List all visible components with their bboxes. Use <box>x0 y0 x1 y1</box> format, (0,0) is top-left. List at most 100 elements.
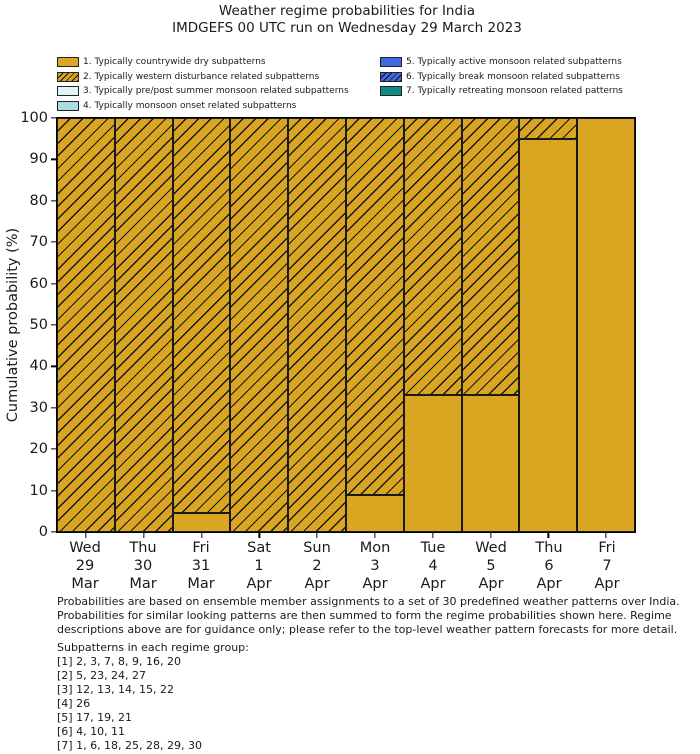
x-tick-label-day: Tue <box>420 540 446 556</box>
x-tick-label: Fri 7 Apr <box>594 539 619 593</box>
x-tick-label-day: Fri <box>598 540 616 556</box>
y-tick-mark <box>51 365 56 368</box>
x-tick-label-date: 2 <box>312 558 322 574</box>
chart-title: Weather regime probabilities for India <box>218 3 476 19</box>
x-tick-label-month: Apr <box>594 576 620 592</box>
plot-area: 0 10 20 30 40 50 60 70 80 90 100 <box>20 111 636 539</box>
x-tick-label: Wed 29 Mar <box>69 539 101 593</box>
legend-label: 2. Typically western disturbance related… <box>83 71 320 82</box>
bar-segment-regime-2 <box>403 118 462 396</box>
bar-thu-30 <box>114 118 173 532</box>
y-tick-label: 70 <box>29 233 48 250</box>
x-tick-label-month: Apr <box>304 576 330 592</box>
bar-segment-regime-1 <box>577 118 635 532</box>
x-tick-label-month: Apr <box>420 576 446 592</box>
legend-item: 1. Typically countrywide dry subpatterns <box>57 55 349 70</box>
subpatterns-list: [1] 2, 3, 7, 8, 9, 16, 20 [2] 5, 23, 24, … <box>57 655 249 753</box>
footer-note-line: Probabilities are based on ensemble memb… <box>57 595 680 608</box>
x-tick-mark <box>316 533 318 538</box>
y-tick-mark <box>51 241 56 243</box>
legend-swatch <box>57 57 79 68</box>
bar-segment-regime-2 <box>172 118 231 514</box>
x-tick-label-day: Sat <box>247 540 271 556</box>
bar-segment-regime-2 <box>114 118 173 532</box>
x-tick-mark <box>374 533 376 538</box>
x-tick-mark <box>432 533 434 538</box>
legend-label: 3. Typically pre/post summer monsoon rel… <box>83 86 349 97</box>
bar-segment-regime-1 <box>519 138 578 532</box>
legend-swatch <box>380 86 402 97</box>
x-tick-mark <box>258 533 260 538</box>
subpattern-line: [3] 12, 13, 14, 15, 22 <box>57 683 175 696</box>
y-tick-label: 40 <box>29 358 48 375</box>
legend-item: 3. Typically pre/post summer monsoon rel… <box>57 84 349 99</box>
bar-segment-regime-1 <box>346 494 404 532</box>
bar-segment-regime-1 <box>403 395 462 532</box>
legend-swatch <box>57 100 79 111</box>
x-tick-label-date: 31 <box>191 558 211 574</box>
legend-swatch <box>380 71 402 82</box>
bar-mon-3 <box>346 118 404 532</box>
x-tick-label-date: 5 <box>486 558 496 574</box>
x-tick-label-day: Sun <box>303 540 331 556</box>
footer-note-line: Probabilities for similar looking patter… <box>57 609 672 622</box>
bar-fri-31 <box>172 118 231 532</box>
legend-label: 4. Typically monsoon onset related subpa… <box>83 100 297 111</box>
legend-item: 5. Typically active monsoon related subp… <box>380 55 623 70</box>
subpattern-line: [1] 2, 3, 7, 8, 9, 16, 20 <box>57 655 182 668</box>
x-tick-label-day: Wed <box>69 540 101 556</box>
x-tick-label-date: 29 <box>75 558 95 574</box>
subpattern-line: [6] 4, 10, 11 <box>57 725 126 738</box>
subpattern-line: [5] 17, 19, 21 <box>57 711 133 724</box>
x-tick-label-date: 3 <box>370 558 380 574</box>
bar-thu-6 <box>519 118 578 532</box>
y-tick-mark <box>51 282 56 285</box>
legend-item: 2. Typically western disturbance related… <box>57 70 349 85</box>
y-tick-label: 100 <box>20 109 48 126</box>
y-tick-label: 90 <box>29 151 48 168</box>
x-tick-label: Mon 3 Apr <box>360 539 391 593</box>
subpattern-line: [2] 5, 23, 24, 27 <box>57 669 147 682</box>
legend-label: 1. Typically countrywide dry subpatterns <box>83 57 266 68</box>
legend-item: 6. Typically break monsoon related subpa… <box>380 70 623 85</box>
x-axis-labels: Wed 29 Mar Thu 30 Mar Fri 31 Mar Sat 1 Apr Sun 2 Apr Mo… <box>56 539 636 595</box>
legend-label: 7. Typically retreating monsoon related … <box>406 86 623 97</box>
y-tick-mark <box>51 324 56 326</box>
y-tick-label: 0 <box>38 523 48 540</box>
x-tick-label-month: Mar <box>129 576 157 592</box>
y-tick-mark <box>51 117 56 119</box>
x-tick-label-day: Wed <box>475 540 507 556</box>
bar-wed-5 <box>461 118 520 532</box>
bar-segment-regime-2 <box>461 118 520 396</box>
x-tick-label: Thu 6 Apr <box>535 539 562 593</box>
x-tick-label-month: Apr <box>478 576 504 592</box>
legend-label: 5. Typically active monsoon related subp… <box>406 57 622 68</box>
x-tick-mark <box>143 533 145 538</box>
x-tick-label-date: 6 <box>544 558 554 574</box>
x-tick-label-month: Apr <box>362 576 388 592</box>
x-tick-label-date: 1 <box>254 558 264 574</box>
legend-swatch <box>380 57 402 68</box>
y-axis-title: Cumulative probability (%) <box>5 227 21 423</box>
x-tick-label: Sat 1 Apr <box>246 539 271 593</box>
legend-item: 7. Typically retreating monsoon related … <box>380 84 623 99</box>
bar-segment-regime-1 <box>172 513 231 532</box>
x-tick-label-date: 30 <box>133 558 153 574</box>
subpatterns-title: Subpatterns in each regime group: <box>57 641 249 654</box>
subpattern-line: [7] 1, 6, 18, 25, 28, 29, 30 <box>57 739 203 752</box>
footer-note-line: descriptions above are for guidance only… <box>57 623 678 636</box>
x-tick-label-day: Thu <box>535 540 563 556</box>
bar-fri-7 <box>577 118 635 532</box>
x-tick-label-month: Mar <box>187 576 215 592</box>
x-tick-label: Tue 4 Apr <box>420 539 445 593</box>
legend-column-right: 5. Typically active monsoon related subp… <box>380 55 623 99</box>
y-tick-mark <box>51 531 56 533</box>
y-tick-mark <box>51 407 56 409</box>
y-tick-label: 60 <box>29 275 48 292</box>
x-tick-label: Thu 30 Mar <box>129 539 156 593</box>
legend-swatch <box>57 71 79 82</box>
subpatterns-block: Subpatterns in each regime group: [1] 2,… <box>57 641 249 753</box>
x-tick-label-month: Apr <box>246 576 272 592</box>
y-tick-label: 20 <box>29 440 48 457</box>
legend-item: 4. Typically monsoon onset related subpa… <box>57 99 349 114</box>
